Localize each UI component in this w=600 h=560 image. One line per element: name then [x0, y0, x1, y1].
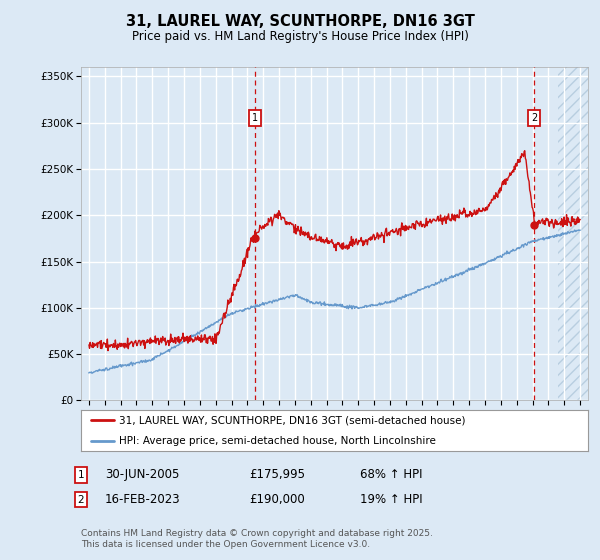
Text: 30-JUN-2005: 30-JUN-2005 [105, 468, 179, 482]
Text: Price paid vs. HM Land Registry's House Price Index (HPI): Price paid vs. HM Land Registry's House … [131, 30, 469, 43]
Text: £175,995: £175,995 [249, 468, 305, 482]
Text: HPI: Average price, semi-detached house, North Lincolnshire: HPI: Average price, semi-detached house,… [119, 436, 436, 446]
Text: 1: 1 [252, 113, 259, 123]
Text: 16-FEB-2023: 16-FEB-2023 [105, 493, 181, 506]
Text: 68% ↑ HPI: 68% ↑ HPI [360, 468, 422, 482]
Text: 1: 1 [77, 470, 85, 480]
Text: 19% ↑ HPI: 19% ↑ HPI [360, 493, 422, 506]
Text: Contains HM Land Registry data © Crown copyright and database right 2025.
This d: Contains HM Land Registry data © Crown c… [81, 529, 433, 549]
Text: 31, LAUREL WAY, SCUNTHORPE, DN16 3GT (semi-detached house): 31, LAUREL WAY, SCUNTHORPE, DN16 3GT (se… [119, 415, 466, 425]
Text: 31, LAUREL WAY, SCUNTHORPE, DN16 3GT: 31, LAUREL WAY, SCUNTHORPE, DN16 3GT [125, 14, 475, 29]
Text: 2: 2 [532, 113, 538, 123]
Text: 2: 2 [77, 494, 85, 505]
Text: £190,000: £190,000 [249, 493, 305, 506]
